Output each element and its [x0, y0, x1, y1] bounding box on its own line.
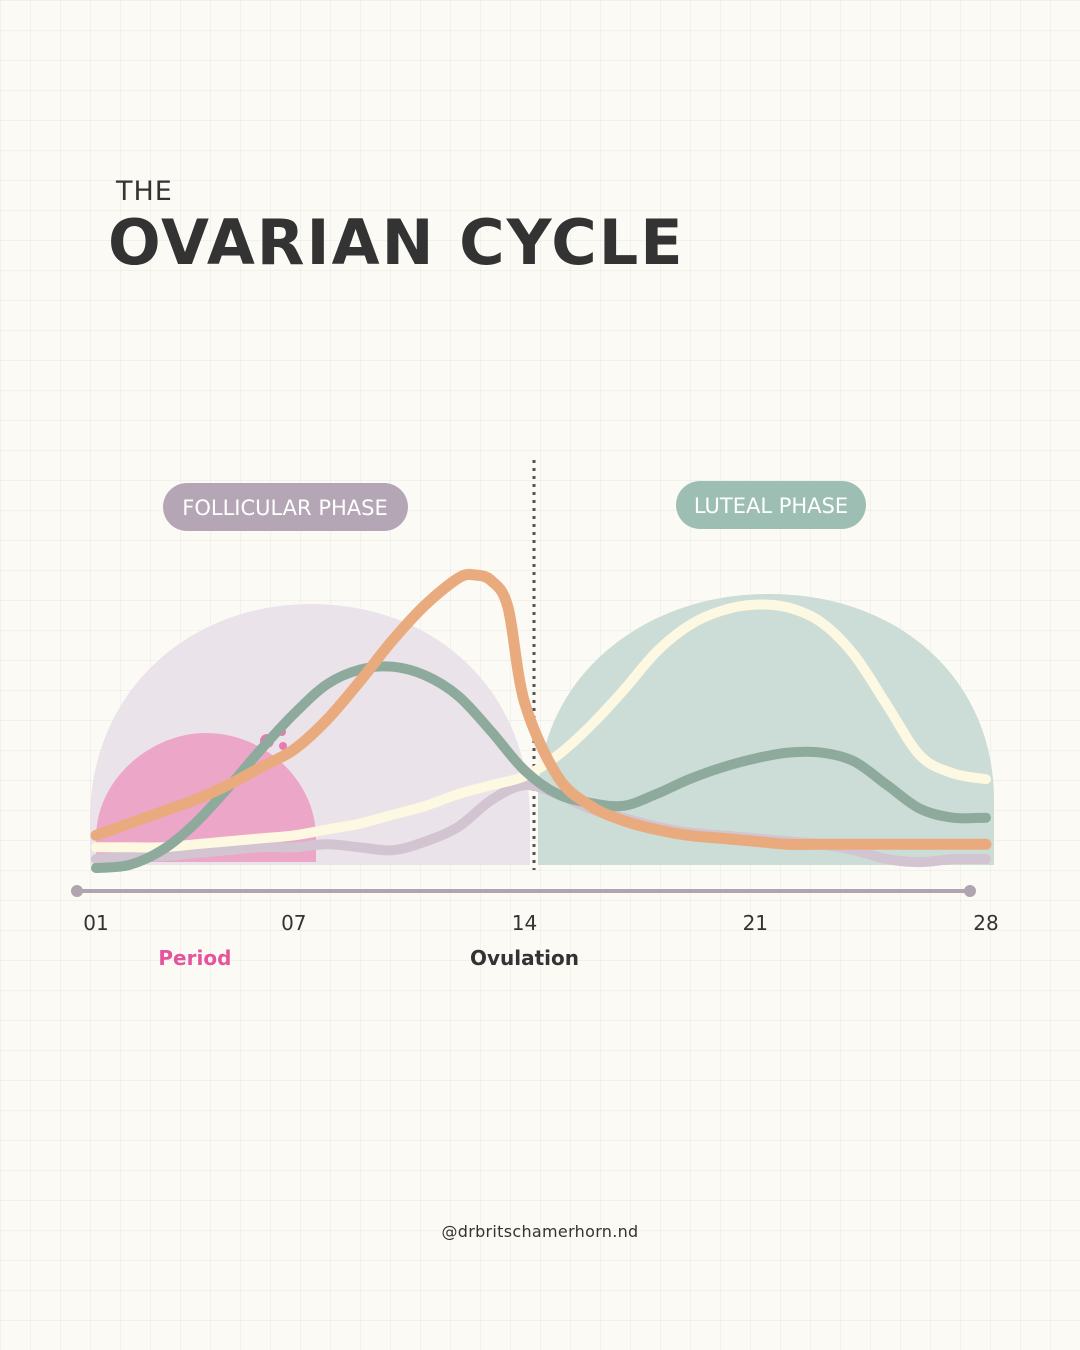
period-bubble-tiny: [279, 742, 287, 750]
series-line-orange: [90, 568, 992, 851]
social-handle: @drbritschamerhorn.nd: [441, 1222, 639, 1241]
series-group: [90, 568, 992, 873]
follicular-phase-pill: [163, 483, 408, 531]
timeline-end-dot: [964, 885, 976, 897]
luteal-phase-label: LUTEAL PHASE: [694, 494, 848, 518]
follicular-phase-label: FOLLICULAR PHASE: [182, 496, 387, 520]
timeline-start-dot: [71, 885, 83, 897]
period-label: Period: [158, 946, 231, 970]
series-line-green: [91, 661, 991, 873]
x-tick-label: 28: [973, 911, 998, 935]
series-line-cream: [91, 599, 991, 853]
ovulation-label: Ovulation: [470, 946, 579, 970]
tick-group: 01 07 14 21 28: [83, 911, 998, 935]
luteal-dome: [538, 594, 994, 865]
title-prefix: THE: [116, 176, 173, 207]
x-tick-label: 14: [512, 911, 537, 935]
luteal-phase-pill: [676, 481, 866, 529]
x-tick-label: 01: [83, 911, 108, 935]
page-title: OVARIAN CYCLE: [108, 206, 685, 279]
x-tick-label: 07: [281, 911, 306, 935]
x-tick-label: 21: [743, 911, 768, 935]
